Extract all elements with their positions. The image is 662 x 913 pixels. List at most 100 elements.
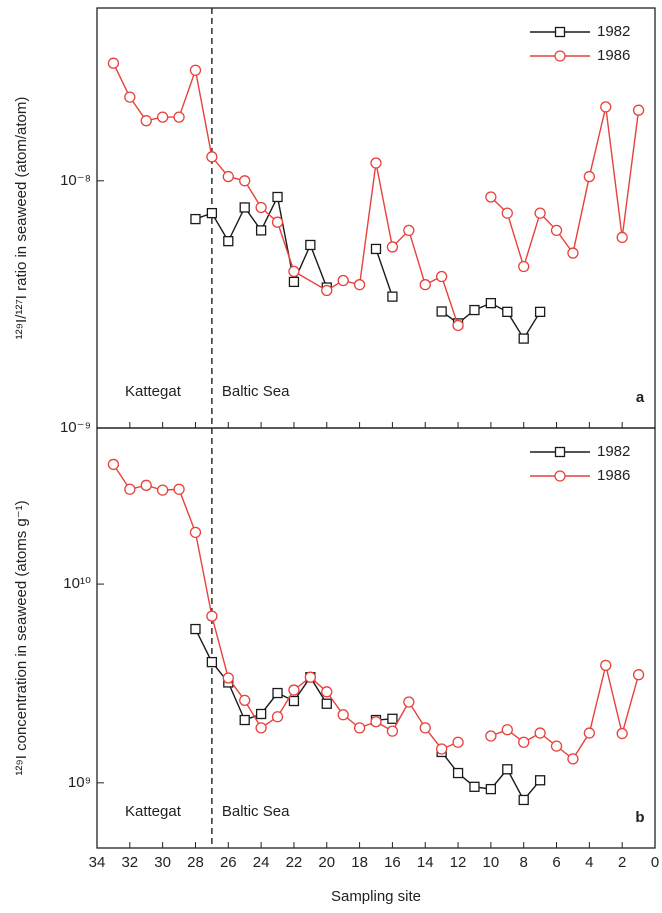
marker: [337, 709, 349, 721]
series-line: [112, 464, 640, 760]
marker: [567, 753, 579, 765]
series-line: [195, 194, 541, 340]
marker: [124, 91, 136, 103]
marker: [189, 526, 202, 539]
marker: [616, 231, 628, 244]
legend-marker: [554, 446, 566, 458]
panel-label: b: [635, 809, 644, 826]
marker: [518, 736, 530, 748]
marker: [386, 241, 399, 253]
x-tick-label: 2: [618, 854, 626, 871]
y-tick-label: 10⁻⁸: [60, 172, 91, 189]
marker: [518, 794, 529, 806]
marker: [550, 740, 563, 752]
marker: [288, 276, 300, 288]
marker: [534, 727, 546, 739]
plot-frame: [96, 427, 656, 849]
marker: [272, 687, 283, 699]
marker: [501, 724, 513, 736]
marker: [452, 319, 464, 332]
marker: [255, 201, 267, 214]
marker: [140, 115, 152, 127]
x-tick-label: 4: [585, 854, 593, 871]
marker: [107, 57, 120, 69]
y-tick-label: 10⁻⁹: [60, 419, 91, 436]
marker: [271, 216, 284, 228]
marker: [485, 730, 497, 742]
marker: [321, 698, 332, 709]
marker: [501, 207, 513, 219]
marker: [452, 767, 464, 779]
marker: [534, 306, 546, 318]
legend-label: 1986: [597, 47, 630, 64]
plot-frame: [96, 7, 656, 429]
x-tick-label: 18: [351, 854, 368, 871]
marker: [632, 669, 645, 681]
x-tick-label: 32: [121, 854, 138, 871]
marker: [156, 484, 169, 496]
marker: [485, 297, 497, 309]
legend-label: 1982: [597, 443, 630, 460]
marker: [386, 725, 399, 737]
x-tick-label: 22: [286, 854, 303, 871]
marker: [534, 775, 546, 786]
marker: [353, 722, 366, 734]
marker: [469, 304, 480, 316]
marker: [436, 306, 447, 317]
marker: [370, 716, 382, 728]
annotation: Kattegat: [125, 383, 182, 400]
series-line: [112, 62, 640, 326]
marker: [518, 260, 530, 273]
marker: [223, 235, 234, 247]
marker: [485, 191, 497, 203]
marker: [387, 291, 398, 302]
annotation: Baltic Sea: [222, 383, 290, 400]
marker: [321, 686, 333, 698]
x-tick-label: 6: [552, 854, 560, 871]
marker: [173, 483, 185, 495]
marker: [419, 279, 431, 291]
series-line: [194, 628, 541, 802]
marker: [189, 64, 202, 76]
marker: [534, 207, 546, 219]
x-tick-label: 10: [483, 854, 500, 871]
marker: [419, 722, 431, 734]
x-tick-label: 26: [220, 854, 237, 871]
y-tick-label: 10¹⁰: [63, 575, 91, 592]
marker: [239, 714, 250, 726]
x-tick-label: 30: [154, 854, 171, 871]
marker: [435, 270, 448, 283]
panel-label: a: [636, 389, 645, 406]
annotation: Kattegat: [125, 803, 182, 820]
marker: [288, 684, 300, 696]
marker: [190, 213, 201, 225]
marker: [370, 157, 382, 169]
marker: [370, 243, 382, 255]
marker: [288, 695, 300, 707]
legend-label: 1982: [597, 23, 630, 40]
y-axis-title: ¹²⁹I/¹²⁷I ratio in seaweed (atom/atom): [13, 97, 30, 340]
marker: [321, 284, 333, 297]
marker: [304, 671, 317, 683]
marker: [206, 610, 218, 622]
marker: [337, 274, 349, 287]
marker: [616, 727, 628, 740]
marker: [485, 783, 497, 795]
x-tick-label: 28: [187, 854, 204, 871]
marker: [271, 711, 284, 723]
x-tick-label: 12: [450, 854, 467, 871]
marker: [222, 170, 234, 183]
marker: [550, 224, 563, 237]
marker: [518, 333, 529, 344]
x-tick-label: 24: [253, 854, 270, 871]
x-tick-label: 20: [318, 854, 335, 871]
marker: [206, 207, 218, 219]
marker: [222, 672, 234, 684]
marker: [583, 727, 596, 739]
marker: [583, 170, 596, 183]
marker: [140, 479, 152, 491]
legend-marker: [554, 470, 566, 482]
marker: [255, 722, 267, 734]
x-tick-label: 8: [520, 854, 528, 871]
